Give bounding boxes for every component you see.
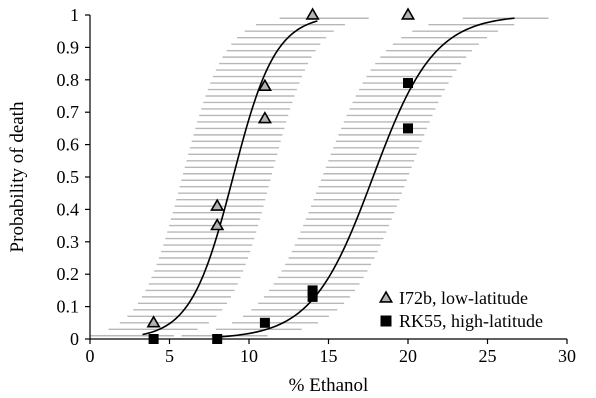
legend-square-marker (380, 315, 392, 327)
x-tick-label: 5 (165, 346, 174, 366)
y-tick-label: 0.1 (57, 297, 80, 317)
data-point-low-latitude (257, 111, 272, 124)
data-point-low-latitude (400, 7, 416, 20)
y-tick-label: 0.3 (57, 232, 80, 252)
confidence-bands (90, 17, 549, 337)
legend-item-low-latitude: I72b, low-latitude (378, 288, 528, 308)
y-tick-label: 0.2 (57, 264, 80, 284)
data-point-low-latitude (257, 78, 272, 91)
data-point-low-latitude (210, 217, 225, 231)
data-point-high-latitude (259, 317, 270, 328)
fit-curves (142, 17, 515, 338)
x-tick-label: 15 (320, 346, 338, 366)
y-tick-label: 0.9 (57, 37, 80, 57)
y-tick-label: 0.4 (57, 199, 80, 219)
data-point-low-latitude (146, 315, 161, 328)
y-tick-label: 0.5 (57, 167, 80, 187)
data-point-high-latitude (148, 334, 159, 344)
data-point-high-latitude (403, 123, 413, 134)
y-tick-label: 0 (70, 329, 79, 349)
data-point-high-latitude (212, 334, 223, 344)
data-point-low-latitude (305, 7, 320, 20)
x-tick-label: 10 (240, 346, 258, 366)
x-axis-title: % Ethanol (289, 375, 369, 396)
y-tick-label: 1 (70, 5, 79, 25)
legend-label-high-latitude: RK55, high-latitude (399, 311, 543, 331)
legend-label-low-latitude: I72b, low-latitude (399, 288, 528, 308)
x-tick-label: 25 (479, 346, 497, 366)
y-tick-label: 0.8 (57, 70, 80, 90)
data-point-high-latitude (307, 285, 318, 296)
data-point-high-latitude (307, 291, 318, 302)
fit-curve-high-latitude (217, 17, 515, 338)
y-axis-title: Probability of death (7, 101, 28, 252)
y-tick-label: 0.6 (57, 135, 80, 155)
legend-triangle-marker (378, 290, 394, 303)
data-point-high-latitude (403, 78, 413, 89)
fit-curve-low-latitude (142, 20, 318, 336)
data-point-low-latitude (210, 198, 225, 211)
y-tick-label: 0.7 (57, 102, 80, 122)
x-tick-label: 0 (86, 346, 95, 366)
legend: I72b, low-latitude RK55, high-latitude (378, 288, 543, 331)
tick-marks: 0 5 10 15 20 25 30 0 0.1 0.2 0.3 0.4 0.5 0.6 0.7 0.8 0.9… (57, 5, 577, 366)
legend-item-high-latitude: RK55, high-latitude (380, 311, 543, 331)
x-tick-label: 20 (399, 346, 417, 366)
x-tick-label: 30 (558, 346, 576, 366)
data-points (146, 7, 416, 344)
